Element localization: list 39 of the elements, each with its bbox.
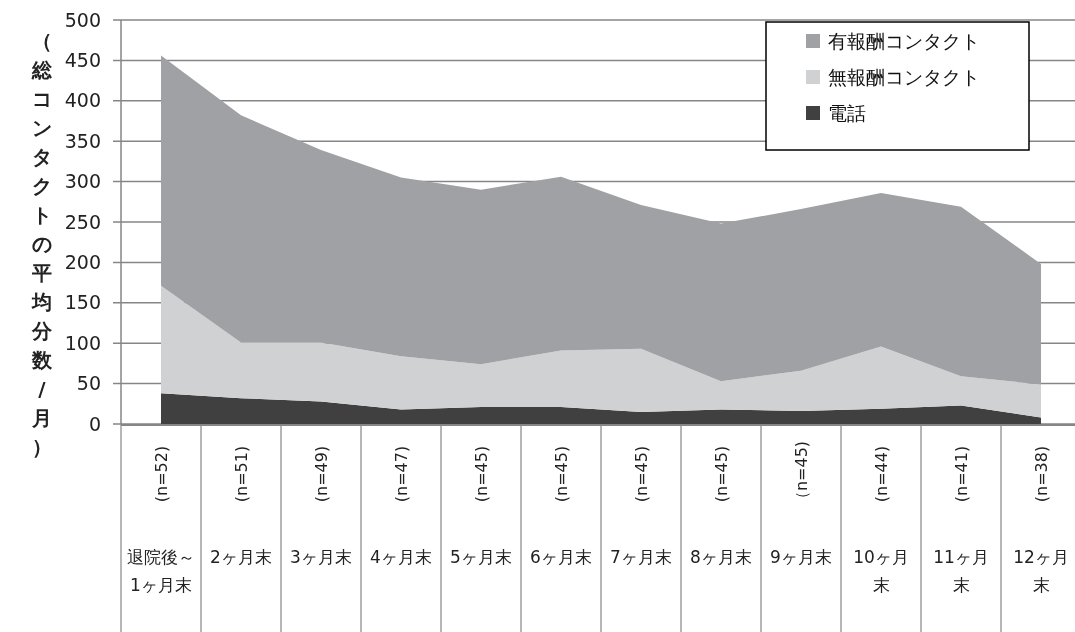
x-tick-label: 7ヶ月末	[610, 547, 672, 567]
y-tick-label: 200	[64, 251, 101, 274]
x-tick-label: 9ヶ月末	[770, 547, 832, 567]
text: (n=49)	[311, 445, 331, 503]
text: (n=47)	[391, 445, 411, 503]
y-tick-label: 300	[64, 170, 101, 193]
y-tick-label: 250	[64, 210, 101, 233]
y-tick-label: 0	[88, 412, 101, 435]
x-tick-label: 6ヶ月末	[530, 547, 592, 567]
x-tick-label: 12ヶ月末	[1013, 547, 1069, 595]
text: （総コンタクトの平均分数/月）	[32, 29, 52, 459]
x-tick-label: 5ヶ月末	[450, 547, 512, 567]
x-tick-label: 4ヶ月末	[370, 547, 432, 567]
x-tick-label: 11ヶ月末	[933, 547, 989, 595]
text: (n=44)	[871, 445, 891, 503]
text: (n=38)	[1031, 445, 1051, 503]
x-tick-label: 3ヶ月末	[290, 547, 352, 567]
x-tick-label: 10ヶ月末	[853, 547, 909, 595]
x-tick-label: 退院後～1ヶ月末	[127, 547, 195, 595]
y-tick-label: 350	[64, 129, 101, 152]
text: (n=52)	[151, 445, 171, 503]
y-tick-label: 100	[64, 331, 101, 354]
text: (n=41)	[951, 445, 971, 503]
y-tick-label: 500	[64, 8, 101, 31]
text: (n=45)	[551, 445, 571, 503]
text: (n=51)	[231, 445, 251, 503]
y-tick-label: 450	[64, 49, 101, 72]
x-tick-label: 2ヶ月末	[210, 547, 272, 567]
legend-label: 有報酬コンタクト	[828, 29, 980, 52]
text: (n=45)	[711, 445, 731, 503]
text: (n=45)	[631, 445, 651, 503]
text: (n=45)	[471, 445, 491, 503]
y-tick-label: 150	[64, 291, 101, 314]
text: （n=45)	[791, 440, 811, 508]
y-tick-label: 400	[64, 89, 101, 112]
legend-label: 電話	[828, 101, 866, 124]
y-tick-label: 50	[76, 372, 101, 395]
x-tick-label: 8ヶ月末	[690, 547, 752, 567]
legend-label: 無報酬コンタクト	[828, 65, 980, 88]
